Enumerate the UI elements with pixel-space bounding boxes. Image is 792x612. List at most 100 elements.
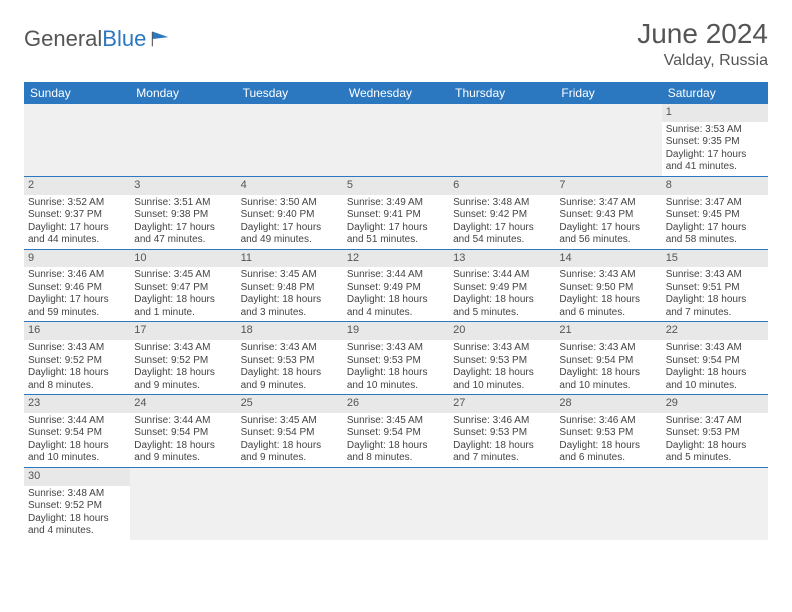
sunrise-text: Sunrise: 3:45 AM — [134, 269, 232, 282]
week-row: 23Sunrise: 3:44 AMSunset: 9:54 PMDayligh… — [24, 395, 768, 468]
day-content: Sunrise: 3:44 AMSunset: 9:54 PMDaylight:… — [24, 413, 130, 467]
sunset-text: Sunset: 9:54 PM — [559, 355, 657, 368]
day-content: Sunrise: 3:43 AMSunset: 9:54 PMDaylight:… — [555, 340, 661, 394]
day-number: 7 — [555, 177, 661, 195]
daylight-text: Daylight: 18 hours and 9 minutes. — [241, 440, 339, 465]
day-number: 5 — [343, 177, 449, 195]
daylight-text: Daylight: 17 hours and 54 minutes. — [453, 222, 551, 247]
sunrise-text: Sunrise: 3:44 AM — [28, 415, 126, 428]
day-content: Sunrise: 3:46 AMSunset: 9:53 PMDaylight:… — [449, 413, 555, 467]
daylight-text: Daylight: 18 hours and 3 minutes. — [241, 294, 339, 319]
day-content: Sunrise: 3:43 AMSunset: 9:50 PMDaylight:… — [555, 267, 661, 321]
day-number: 12 — [343, 250, 449, 268]
day-number: 24 — [130, 395, 236, 413]
sunset-text: Sunset: 9:43 PM — [559, 209, 657, 222]
sunset-text: Sunset: 9:54 PM — [347, 427, 445, 440]
day-number: 23 — [24, 395, 130, 413]
day-content: Sunrise: 3:43 AMSunset: 9:52 PMDaylight:… — [130, 340, 236, 394]
dayname-thu: Thursday — [449, 82, 555, 104]
daylight-text: Daylight: 18 hours and 10 minutes. — [347, 367, 445, 392]
day-cell: 21Sunrise: 3:43 AMSunset: 9:54 PMDayligh… — [555, 322, 661, 395]
day-content: Sunrise: 3:51 AMSunset: 9:38 PMDaylight:… — [130, 195, 236, 249]
sunset-text: Sunset: 9:51 PM — [666, 282, 764, 295]
day-number: 2 — [24, 177, 130, 195]
sunrise-text: Sunrise: 3:53 AM — [666, 124, 764, 137]
sunset-text: Sunset: 9:50 PM — [559, 282, 657, 295]
day-cell: 13Sunrise: 3:44 AMSunset: 9:49 PMDayligh… — [449, 249, 555, 322]
day-content: Sunrise: 3:47 AMSunset: 9:45 PMDaylight:… — [662, 195, 768, 249]
day-cell — [237, 467, 343, 539]
logo: GeneralBlue — [24, 26, 172, 52]
daylight-text: Daylight: 18 hours and 6 minutes. — [559, 294, 657, 319]
sunset-text: Sunset: 9:53 PM — [453, 427, 551, 440]
day-content: Sunrise: 3:43 AMSunset: 9:52 PMDaylight:… — [24, 340, 130, 394]
day-number: 30 — [24, 468, 130, 486]
daylight-text: Daylight: 17 hours and 41 minutes. — [666, 149, 764, 174]
day-number: 13 — [449, 250, 555, 268]
day-cell — [449, 467, 555, 539]
day-cell: 4Sunrise: 3:50 AMSunset: 9:40 PMDaylight… — [237, 176, 343, 249]
sunset-text: Sunset: 9:42 PM — [453, 209, 551, 222]
day-cell: 27Sunrise: 3:46 AMSunset: 9:53 PMDayligh… — [449, 395, 555, 468]
sunrise-text: Sunrise: 3:45 AM — [241, 269, 339, 282]
dayname-tue: Tuesday — [237, 82, 343, 104]
day-number: 10 — [130, 250, 236, 268]
daylight-text: Daylight: 18 hours and 8 minutes. — [347, 440, 445, 465]
day-cell: 20Sunrise: 3:43 AMSunset: 9:53 PMDayligh… — [449, 322, 555, 395]
day-cell: 2Sunrise: 3:52 AMSunset: 9:37 PMDaylight… — [24, 176, 130, 249]
title-block: June 2024 Valday, Russia — [637, 18, 768, 70]
day-content: Sunrise: 3:48 AMSunset: 9:42 PMDaylight:… — [449, 195, 555, 249]
day-number: 9 — [24, 250, 130, 268]
day-cell: 25Sunrise: 3:45 AMSunset: 9:54 PMDayligh… — [237, 395, 343, 468]
sunset-text: Sunset: 9:53 PM — [453, 355, 551, 368]
day-content: Sunrise: 3:43 AMSunset: 9:53 PMDaylight:… — [449, 340, 555, 394]
week-row: 9Sunrise: 3:46 AMSunset: 9:46 PMDaylight… — [24, 249, 768, 322]
day-number: 20 — [449, 322, 555, 340]
sunrise-text: Sunrise: 3:45 AM — [347, 415, 445, 428]
day-number: 1 — [662, 104, 768, 122]
day-content: Sunrise: 3:47 AMSunset: 9:43 PMDaylight:… — [555, 195, 661, 249]
sunset-text: Sunset: 9:47 PM — [134, 282, 232, 295]
calendar-table: Sunday Monday Tuesday Wednesday Thursday… — [24, 82, 768, 540]
day-number: 11 — [237, 250, 343, 268]
daylight-text: Daylight: 18 hours and 9 minutes. — [134, 367, 232, 392]
sunrise-text: Sunrise: 3:47 AM — [559, 197, 657, 210]
day-content: Sunrise: 3:44 AMSunset: 9:49 PMDaylight:… — [449, 267, 555, 321]
daylight-text: Daylight: 18 hours and 9 minutes. — [241, 367, 339, 392]
day-cell: 18Sunrise: 3:43 AMSunset: 9:53 PMDayligh… — [237, 322, 343, 395]
sunset-text: Sunset: 9:38 PM — [134, 209, 232, 222]
sunset-text: Sunset: 9:52 PM — [28, 500, 126, 513]
day-content: Sunrise: 3:43 AMSunset: 9:53 PMDaylight:… — [343, 340, 449, 394]
day-number: 18 — [237, 322, 343, 340]
day-cell: 6Sunrise: 3:48 AMSunset: 9:42 PMDaylight… — [449, 176, 555, 249]
sunrise-text: Sunrise: 3:44 AM — [134, 415, 232, 428]
sunset-text: Sunset: 9:40 PM — [241, 209, 339, 222]
day-content: Sunrise: 3:48 AMSunset: 9:52 PMDaylight:… — [24, 486, 130, 540]
week-row: 2Sunrise: 3:52 AMSunset: 9:37 PMDaylight… — [24, 176, 768, 249]
daylight-text: Daylight: 18 hours and 7 minutes. — [453, 440, 551, 465]
daylight-text: Daylight: 18 hours and 4 minutes. — [28, 513, 126, 538]
sunrise-text: Sunrise: 3:46 AM — [559, 415, 657, 428]
day-content: Sunrise: 3:43 AMSunset: 9:54 PMDaylight:… — [662, 340, 768, 394]
day-cell — [24, 104, 130, 176]
sunset-text: Sunset: 9:52 PM — [134, 355, 232, 368]
day-cell — [343, 104, 449, 176]
week-row: 30Sunrise: 3:48 AMSunset: 9:52 PMDayligh… — [24, 467, 768, 539]
sunset-text: Sunset: 9:35 PM — [666, 136, 764, 149]
daylight-text: Daylight: 17 hours and 56 minutes. — [559, 222, 657, 247]
day-cell: 7Sunrise: 3:47 AMSunset: 9:43 PMDaylight… — [555, 176, 661, 249]
day-cell — [555, 104, 661, 176]
sunrise-text: Sunrise: 3:47 AM — [666, 415, 764, 428]
day-cell: 5Sunrise: 3:49 AMSunset: 9:41 PMDaylight… — [343, 176, 449, 249]
day-cell — [130, 467, 236, 539]
day-cell: 11Sunrise: 3:45 AMSunset: 9:48 PMDayligh… — [237, 249, 343, 322]
day-cell: 23Sunrise: 3:44 AMSunset: 9:54 PMDayligh… — [24, 395, 130, 468]
day-cell: 8Sunrise: 3:47 AMSunset: 9:45 PMDaylight… — [662, 176, 768, 249]
day-number: 22 — [662, 322, 768, 340]
dayname-wed: Wednesday — [343, 82, 449, 104]
sunrise-text: Sunrise: 3:46 AM — [453, 415, 551, 428]
sunset-text: Sunset: 9:41 PM — [347, 209, 445, 222]
day-cell: 19Sunrise: 3:43 AMSunset: 9:53 PMDayligh… — [343, 322, 449, 395]
day-content: Sunrise: 3:52 AMSunset: 9:37 PMDaylight:… — [24, 195, 130, 249]
day-content: Sunrise: 3:46 AMSunset: 9:53 PMDaylight:… — [555, 413, 661, 467]
